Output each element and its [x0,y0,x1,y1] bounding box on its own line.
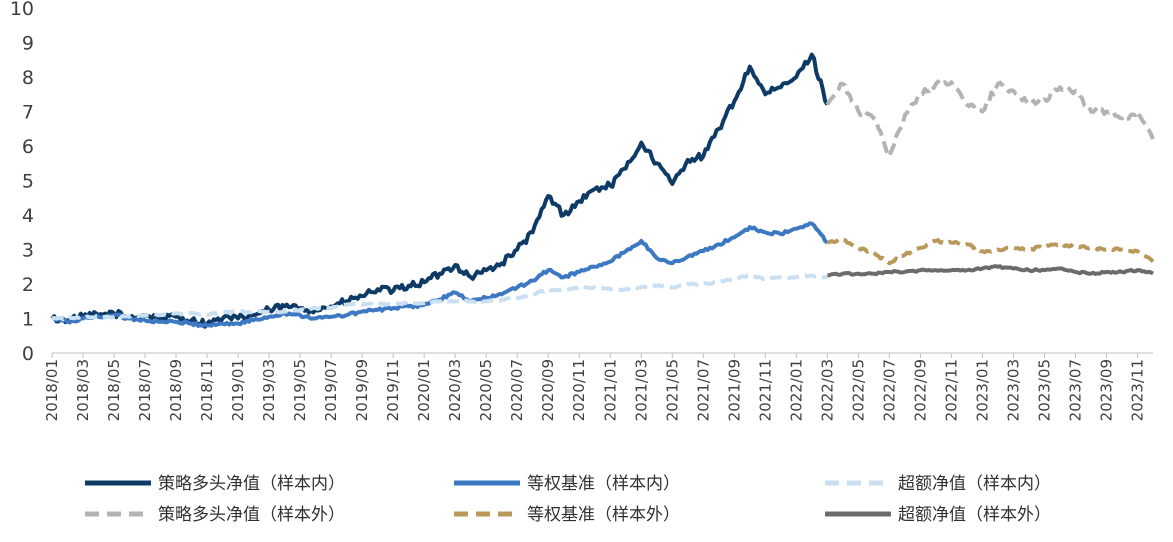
x-tick-label: 2022/11 [942,359,960,421]
x-tick-label: 2018/05 [105,359,123,421]
legend-label: 策略多头净值（样本内） [158,474,345,494]
y-tick-label: 9 [22,33,34,55]
legend-label: 超额净值（样本外） [898,505,1051,525]
y-tick-label: 3 [22,240,34,262]
x-tick-label: 2018/11 [198,359,216,421]
legend-label: 超额净值（样本内） [898,474,1051,494]
series-line [51,273,828,322]
axis-layer [51,352,1153,358]
series-layer [50,52,1155,329]
x-tick-label: 2021/07 [694,359,712,421]
x-tick-label: 2023/05 [1035,359,1053,421]
y-tick-label: 1 [22,309,34,331]
x-tick-label: 2023/01 [973,359,991,421]
x-tick-labels: 2018/01 2018/03 2018/05 2018/07 2018/09 2018/… [43,359,1146,421]
x-tick-label: 2018/01 [43,359,61,421]
x-tick-label: 2022/09 [911,359,929,421]
x-tick-label: 2023/03 [1004,359,1022,421]
x-tick-label: 2021/05 [663,359,681,421]
series-line [825,79,1155,159]
series-line [50,52,830,329]
x-tick-label: 2023/09 [1097,359,1115,421]
x-tick-label: 2019/03 [260,359,278,421]
x-tick-label: 2022/01 [787,359,805,421]
x-tick-label: 2020/01 [415,359,433,421]
x-tick-label: 2019/11 [384,359,402,421]
y-tick-label: 5 [22,171,34,193]
series-line [827,264,1155,278]
y-tick-label: 7 [22,102,34,124]
x-tick-label: 2019/01 [229,359,247,421]
y-tick-labels: 0 1 2 3 4 5 6 7 8 9 10 [10,0,34,365]
x-tick-label: 2020/05 [477,359,495,421]
legend-label: 等权基准（样本外） [527,505,680,525]
y-tick-label: 10 [10,0,34,20]
x-tick-label: 2020/07 [508,359,526,421]
y-tick-label: 2 [22,274,34,296]
x-tick-label: 2020/11 [570,359,588,421]
y-tick-label: 0 [22,343,34,365]
y-tick-label: 6 [22,136,34,158]
x-tick-label: 2023/07 [1066,359,1084,421]
x-tick-label: 2018/09 [167,359,185,421]
x-tick-label: 2019/05 [291,359,309,421]
y-tick-label: 8 [22,67,34,89]
x-tick-label: 2019/07 [322,359,340,421]
x-tick-label: 2019/09 [353,359,371,421]
legend: 策略多头净值（样本内） 等权基准（样本内） 超额净值（样本内） 策略多头净值（样本外）… [85,474,1051,525]
x-tick-label: 2021/03 [632,359,650,421]
x-tick-label: 2021/11 [756,359,774,421]
x-tick-label: 2018/07 [136,359,154,421]
x-tick-label: 2021/09 [725,359,743,421]
x-tick-label: 2021/01 [601,359,619,421]
x-tick-label: 2022/07 [880,359,898,421]
x-tick-label: 2020/09 [539,359,557,421]
x-tick-label: 2023/11 [1128,359,1146,421]
series-line [826,237,1155,266]
y-tick-label: 4 [22,205,34,227]
x-tick-label: 2020/03 [446,359,464,421]
x-tick-label: 2018/03 [74,359,92,421]
x-tick-label: 2022/05 [849,359,867,421]
legend-label: 策略多头净值（样本外） [158,505,345,525]
legend-label: 等权基准（样本内） [527,474,680,494]
x-tick-label: 2022/03 [818,359,836,421]
